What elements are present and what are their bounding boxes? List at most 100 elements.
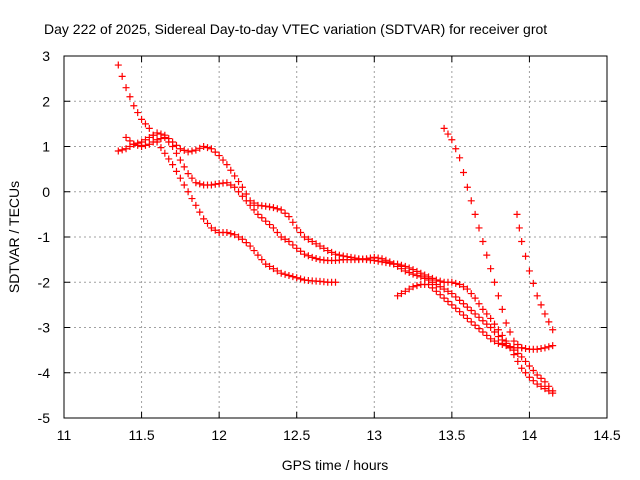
data-point bbox=[498, 340, 506, 348]
data-point bbox=[494, 292, 502, 300]
data-point bbox=[518, 238, 526, 246]
data-point bbox=[541, 310, 549, 318]
data-point bbox=[250, 206, 258, 214]
data-point bbox=[285, 213, 293, 221]
data-point bbox=[363, 255, 371, 263]
data-point bbox=[215, 152, 223, 160]
data-point bbox=[200, 143, 208, 150]
data-point bbox=[463, 303, 471, 311]
data-point bbox=[459, 300, 467, 308]
data-point bbox=[479, 305, 487, 313]
data-point bbox=[126, 137, 134, 145]
data-point bbox=[297, 247, 305, 255]
data-point bbox=[300, 250, 308, 258]
data-point bbox=[223, 228, 231, 236]
y-tick-label: 3 bbox=[42, 48, 50, 64]
data-point bbox=[297, 228, 305, 236]
data-point bbox=[514, 340, 522, 348]
data-point bbox=[545, 382, 553, 390]
data-point bbox=[440, 285, 448, 293]
data-point bbox=[277, 233, 285, 241]
data-point bbox=[289, 218, 297, 226]
data-point bbox=[405, 285, 413, 293]
data-point bbox=[432, 281, 440, 289]
data-point bbox=[141, 120, 149, 128]
data-point bbox=[498, 305, 506, 313]
data-point bbox=[394, 292, 402, 300]
data-point bbox=[165, 138, 173, 146]
data-point bbox=[242, 190, 250, 198]
data-point bbox=[122, 145, 130, 153]
data-point bbox=[262, 202, 270, 210]
data-point bbox=[297, 275, 305, 283]
data-point bbox=[502, 342, 510, 350]
data-point bbox=[378, 255, 386, 263]
data-point bbox=[324, 247, 332, 255]
data-point bbox=[537, 382, 545, 390]
data-point bbox=[161, 133, 169, 141]
data-point bbox=[428, 284, 436, 292]
x-tick-label: 12 bbox=[211, 427, 227, 443]
data-point bbox=[475, 325, 483, 333]
data-point bbox=[258, 214, 266, 222]
data-point bbox=[487, 314, 495, 322]
x-tick-label: 11.5 bbox=[128, 427, 154, 443]
data-point bbox=[227, 230, 235, 238]
data-point bbox=[397, 265, 405, 273]
x-axis-label: GPS time / hours bbox=[282, 457, 389, 473]
data-point bbox=[250, 199, 258, 207]
data-point bbox=[281, 209, 289, 217]
data-point bbox=[130, 102, 138, 110]
data-point bbox=[308, 253, 316, 261]
data-point bbox=[471, 294, 479, 302]
data-point bbox=[413, 282, 421, 290]
data-point bbox=[246, 201, 254, 209]
series-track-3 bbox=[122, 133, 557, 395]
y-tick-label: -1 bbox=[38, 229, 51, 245]
data-point bbox=[172, 167, 180, 175]
data-point bbox=[479, 238, 487, 246]
data-point bbox=[332, 278, 339, 286]
data-point bbox=[456, 154, 464, 162]
data-point bbox=[549, 387, 557, 395]
data-point bbox=[145, 124, 153, 132]
data-point bbox=[382, 256, 390, 264]
data-point bbox=[320, 244, 328, 252]
data-point bbox=[386, 258, 394, 266]
data-point bbox=[533, 292, 541, 300]
data-point bbox=[184, 188, 192, 196]
data-point bbox=[281, 235, 289, 243]
data-point bbox=[188, 195, 196, 203]
data-point bbox=[471, 310, 479, 318]
y-tick-labels: -5 -4 -3 -2 -1 0 1 2 3 bbox=[38, 48, 51, 426]
data-point bbox=[513, 210, 521, 218]
data-point bbox=[456, 296, 464, 304]
data-point bbox=[242, 197, 250, 205]
data-point bbox=[200, 215, 208, 223]
data-point bbox=[529, 279, 537, 287]
data-point bbox=[533, 380, 541, 388]
data-point bbox=[149, 138, 157, 146]
data-point bbox=[211, 180, 219, 188]
y-tick-label: 0 bbox=[42, 184, 50, 200]
data-point bbox=[390, 260, 398, 268]
data-point bbox=[515, 224, 523, 232]
data-point bbox=[529, 377, 537, 385]
data-point bbox=[262, 260, 270, 268]
data-point bbox=[452, 279, 460, 287]
data-point bbox=[227, 181, 235, 189]
data-point bbox=[541, 385, 549, 393]
data-point bbox=[235, 233, 243, 241]
data-point bbox=[273, 228, 281, 236]
data-point bbox=[487, 335, 495, 343]
data-point bbox=[250, 247, 258, 255]
data-point bbox=[273, 205, 281, 213]
data-point bbox=[491, 278, 499, 286]
plot-frame bbox=[63, 55, 608, 419]
data-point bbox=[192, 146, 200, 154]
data-point bbox=[304, 235, 312, 243]
data-point bbox=[522, 357, 530, 365]
data-point bbox=[471, 321, 479, 329]
data-point bbox=[308, 238, 316, 246]
data-point bbox=[475, 313, 483, 321]
